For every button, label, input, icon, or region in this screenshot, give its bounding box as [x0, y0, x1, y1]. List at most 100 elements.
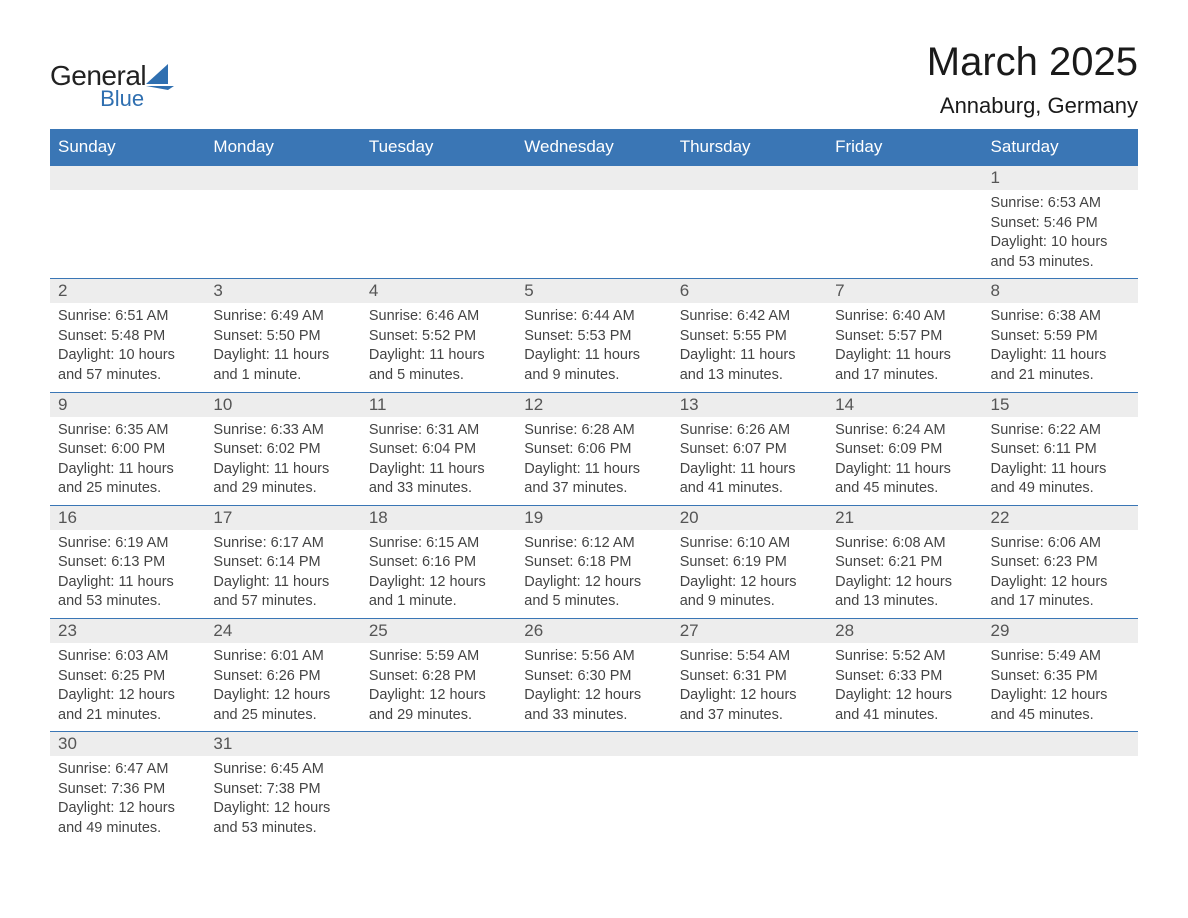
day-cell: 18Sunrise: 6:15 AMSunset: 6:16 PMDayligh… [361, 506, 516, 618]
day-number: 30 [50, 732, 205, 756]
day-number: 1 [983, 166, 1138, 190]
day-number: 20 [672, 506, 827, 530]
sunset-line: Sunset: 5:53 PM [524, 327, 663, 347]
weeks-container: 1Sunrise: 6:53 AMSunset: 5:46 PMDaylight… [50, 165, 1138, 845]
day-cell [516, 732, 671, 844]
day-cell [50, 166, 205, 278]
location: Annaburg, Germany [927, 93, 1138, 119]
daylight-line: Daylight: 11 hours and 1 minute. [213, 346, 352, 385]
day-body: Sunrise: 6:42 AMSunset: 5:55 PMDaylight:… [672, 303, 827, 391]
day-number: 6 [672, 279, 827, 303]
week-row: 2Sunrise: 6:51 AMSunset: 5:48 PMDaylight… [50, 278, 1138, 391]
sunset-line: Sunset: 6:18 PM [524, 553, 663, 573]
sunrise-line: Sunrise: 6:40 AM [835, 307, 974, 327]
sunrise-line: Sunrise: 6:51 AM [58, 307, 197, 327]
daylight-line: Daylight: 12 hours and 21 minutes. [58, 686, 197, 725]
sunrise-line: Sunrise: 6:44 AM [524, 307, 663, 327]
daylight-line: Daylight: 12 hours and 41 minutes. [835, 686, 974, 725]
day-cell [827, 166, 982, 278]
sunset-line: Sunset: 6:33 PM [835, 667, 974, 687]
sunset-line: Sunset: 6:25 PM [58, 667, 197, 687]
title-group: March 2025 Annaburg, Germany [927, 40, 1138, 119]
day-body [827, 756, 982, 766]
day-body: Sunrise: 5:54 AMSunset: 6:31 PMDaylight:… [672, 643, 827, 731]
day-body: Sunrise: 6:19 AMSunset: 6:13 PMDaylight:… [50, 530, 205, 618]
day-body [516, 190, 671, 200]
day-body: Sunrise: 5:56 AMSunset: 6:30 PMDaylight:… [516, 643, 671, 731]
day-number [50, 166, 205, 190]
sunrise-line: Sunrise: 6:35 AM [58, 421, 197, 441]
day-cell: 12Sunrise: 6:28 AMSunset: 6:06 PMDayligh… [516, 393, 671, 505]
day-number: 19 [516, 506, 671, 530]
sunset-line: Sunset: 6:00 PM [58, 440, 197, 460]
day-body: Sunrise: 5:49 AMSunset: 6:35 PMDaylight:… [983, 643, 1138, 731]
day-number: 26 [516, 619, 671, 643]
dow-cell: Sunday [50, 131, 205, 165]
daylight-line: Daylight: 11 hours and 25 minutes. [58, 460, 197, 499]
day-cell: 9Sunrise: 6:35 AMSunset: 6:00 PMDaylight… [50, 393, 205, 505]
day-body [361, 190, 516, 200]
day-cell: 26Sunrise: 5:56 AMSunset: 6:30 PMDayligh… [516, 619, 671, 731]
day-cell: 21Sunrise: 6:08 AMSunset: 6:21 PMDayligh… [827, 506, 982, 618]
sunrise-line: Sunrise: 6:33 AM [213, 421, 352, 441]
day-body: Sunrise: 6:35 AMSunset: 6:00 PMDaylight:… [50, 417, 205, 505]
day-number: 18 [361, 506, 516, 530]
day-number: 12 [516, 393, 671, 417]
day-body [361, 756, 516, 766]
day-body: Sunrise: 6:06 AMSunset: 6:23 PMDaylight:… [983, 530, 1138, 618]
week-row: 9Sunrise: 6:35 AMSunset: 6:00 PMDaylight… [50, 392, 1138, 505]
day-number [361, 732, 516, 756]
week-row: 1Sunrise: 6:53 AMSunset: 5:46 PMDaylight… [50, 165, 1138, 278]
day-body: Sunrise: 6:15 AMSunset: 6:16 PMDaylight:… [361, 530, 516, 618]
logo-sail-icon [146, 64, 174, 90]
sunrise-line: Sunrise: 6:06 AM [991, 534, 1130, 554]
sunrise-line: Sunrise: 6:38 AM [991, 307, 1130, 327]
day-number: 25 [361, 619, 516, 643]
day-cell: 1Sunrise: 6:53 AMSunset: 5:46 PMDaylight… [983, 166, 1138, 278]
sunrise-line: Sunrise: 6:47 AM [58, 760, 197, 780]
day-cell: 17Sunrise: 6:17 AMSunset: 6:14 PMDayligh… [205, 506, 360, 618]
day-number: 24 [205, 619, 360, 643]
daylight-line: Daylight: 10 hours and 57 minutes. [58, 346, 197, 385]
day-body [827, 190, 982, 200]
daylight-line: Daylight: 11 hours and 13 minutes. [680, 346, 819, 385]
daylight-line: Daylight: 12 hours and 29 minutes. [369, 686, 508, 725]
day-body: Sunrise: 6:45 AMSunset: 7:38 PMDaylight:… [205, 756, 360, 844]
sunrise-line: Sunrise: 6:17 AM [213, 534, 352, 554]
day-body: Sunrise: 6:12 AMSunset: 6:18 PMDaylight:… [516, 530, 671, 618]
day-cell: 20Sunrise: 6:10 AMSunset: 6:19 PMDayligh… [672, 506, 827, 618]
sunset-line: Sunset: 6:35 PM [991, 667, 1130, 687]
daylight-line: Daylight: 11 hours and 5 minutes. [369, 346, 508, 385]
daylight-line: Daylight: 12 hours and 45 minutes. [991, 686, 1130, 725]
day-body: Sunrise: 6:03 AMSunset: 6:25 PMDaylight:… [50, 643, 205, 731]
day-body [672, 190, 827, 200]
sunrise-line: Sunrise: 6:42 AM [680, 307, 819, 327]
day-cell: 16Sunrise: 6:19 AMSunset: 6:13 PMDayligh… [50, 506, 205, 618]
daylight-line: Daylight: 11 hours and 33 minutes. [369, 460, 508, 499]
daylight-line: Daylight: 12 hours and 9 minutes. [680, 573, 819, 612]
daylight-line: Daylight: 11 hours and 29 minutes. [213, 460, 352, 499]
day-cell [672, 166, 827, 278]
sunrise-line: Sunrise: 6:10 AM [680, 534, 819, 554]
sunset-line: Sunset: 6:06 PM [524, 440, 663, 460]
day-cell: 13Sunrise: 6:26 AMSunset: 6:07 PMDayligh… [672, 393, 827, 505]
day-number: 2 [50, 279, 205, 303]
sunrise-line: Sunrise: 6:53 AM [991, 194, 1130, 214]
sunrise-line: Sunrise: 6:15 AM [369, 534, 508, 554]
day-number: 16 [50, 506, 205, 530]
day-body: Sunrise: 6:49 AMSunset: 5:50 PMDaylight:… [205, 303, 360, 391]
dow-cell: Thursday [672, 131, 827, 165]
sunset-line: Sunset: 6:02 PM [213, 440, 352, 460]
day-number: 10 [205, 393, 360, 417]
day-number: 29 [983, 619, 1138, 643]
day-body: Sunrise: 6:28 AMSunset: 6:06 PMDaylight:… [516, 417, 671, 505]
sunrise-line: Sunrise: 5:49 AM [991, 647, 1130, 667]
day-body [516, 756, 671, 766]
day-body: Sunrise: 5:59 AMSunset: 6:28 PMDaylight:… [361, 643, 516, 731]
daylight-line: Daylight: 12 hours and 5 minutes. [524, 573, 663, 612]
sunrise-line: Sunrise: 6:31 AM [369, 421, 508, 441]
sunset-line: Sunset: 5:57 PM [835, 327, 974, 347]
week-row: 16Sunrise: 6:19 AMSunset: 6:13 PMDayligh… [50, 505, 1138, 618]
day-number: 11 [361, 393, 516, 417]
day-cell [361, 732, 516, 844]
